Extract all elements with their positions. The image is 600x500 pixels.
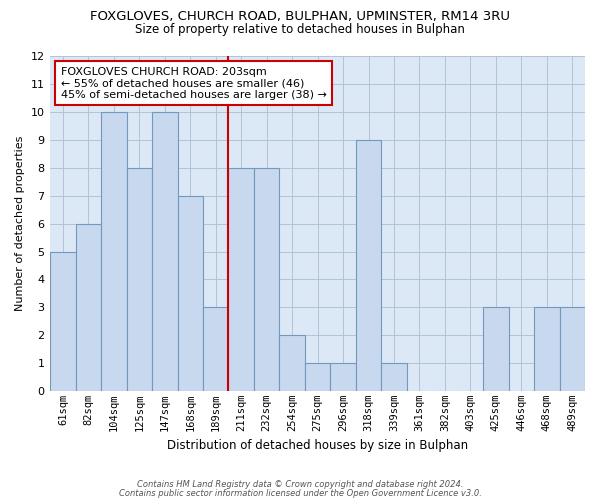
Bar [101,112,127,391]
X-axis label: Distribution of detached houses by size in Bulphan: Distribution of detached houses by size … [167,440,468,452]
Bar [152,112,178,391]
Bar [229,168,254,391]
Text: Contains HM Land Registry data © Crown copyright and database right 2024.: Contains HM Land Registry data © Crown c… [137,480,463,489]
Y-axis label: Number of detached properties: Number of detached properties [15,136,25,312]
Bar [76,224,101,391]
Bar [483,308,509,391]
Bar [356,140,381,391]
Bar [305,363,331,391]
Text: FOXGLOVES, CHURCH ROAD, BULPHAN, UPMINSTER, RM14 3RU: FOXGLOVES, CHURCH ROAD, BULPHAN, UPMINST… [90,10,510,23]
Text: Contains public sector information licensed under the Open Government Licence v3: Contains public sector information licen… [119,488,481,498]
Text: FOXGLOVES CHURCH ROAD: 203sqm
← 55% of detached houses are smaller (46)
45% of s: FOXGLOVES CHURCH ROAD: 203sqm ← 55% of d… [61,66,327,100]
Text: Size of property relative to detached houses in Bulphan: Size of property relative to detached ho… [135,22,465,36]
Bar [381,363,407,391]
Bar [127,168,152,391]
Bar [50,252,76,391]
Bar [560,308,585,391]
Bar [203,308,229,391]
Bar [534,308,560,391]
Bar [178,196,203,391]
Bar [331,363,356,391]
Bar [280,335,305,391]
Bar [254,168,280,391]
